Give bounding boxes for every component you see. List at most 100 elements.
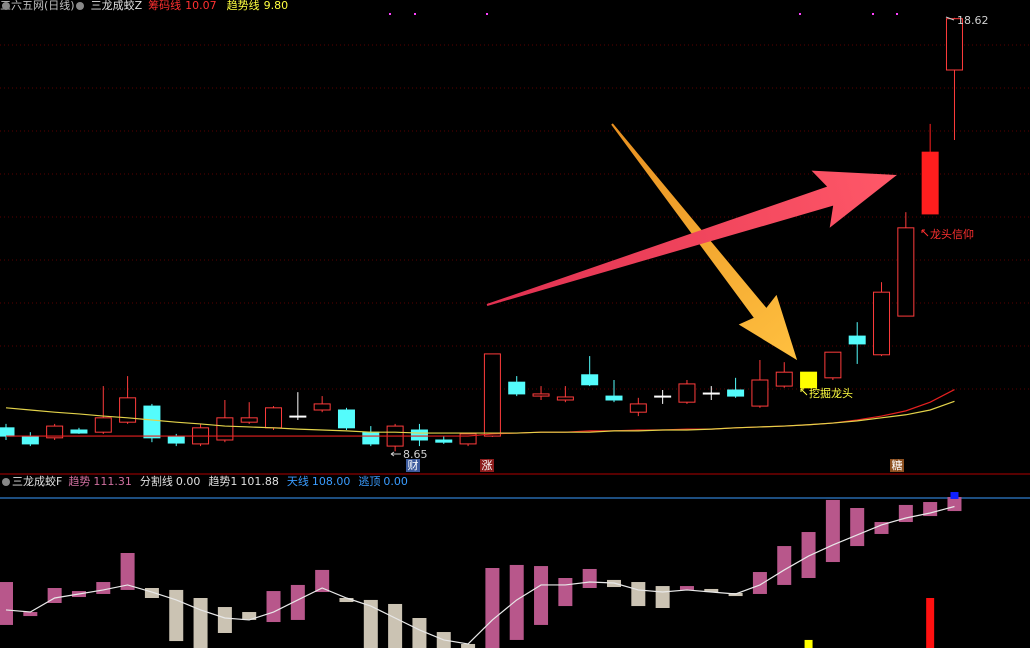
candle-body [775, 371, 793, 387]
candle-body [800, 371, 818, 389]
candle-body [143, 405, 161, 439]
trend-bar [655, 586, 670, 608]
candle-body [824, 351, 842, 379]
event-marker: 财 [408, 458, 419, 472]
trend-bar [801, 532, 816, 578]
trend-bar [874, 522, 889, 534]
legend-value: 111.31 [93, 475, 132, 488]
candle-body [605, 395, 623, 401]
trend-bar [363, 599, 378, 648]
legend-name: 逃顶 [358, 475, 380, 488]
candle-body [313, 403, 331, 411]
trend-line [5, 505, 955, 645]
trend-bar [144, 588, 159, 598]
event-marker: 糖 [892, 458, 903, 472]
candle-body [167, 436, 185, 444]
candle-body [0, 427, 15, 437]
legend-name: 趋势线 [227, 0, 260, 12]
trend-bar [850, 508, 865, 547]
trend-bar [290, 584, 305, 620]
top-dots [389, 13, 898, 15]
candle-body [289, 415, 307, 418]
candle-body [654, 395, 672, 398]
event-markers: 财 涨 糖 [406, 458, 904, 472]
legend-value: 108.00 [312, 475, 351, 488]
candle-body [216, 417, 234, 441]
menu-icon[interactable] [76, 2, 84, 10]
candle-body [727, 389, 745, 397]
indicator-name: 三龙成蛟F [12, 474, 62, 488]
trend-bar [47, 588, 62, 603]
menu-icon[interactable] [2, 2, 10, 10]
low-label: 8.65 [403, 448, 428, 461]
trend-bar [534, 566, 549, 625]
trend-bar [266, 591, 281, 623]
candle-body [70, 429, 88, 434]
trend-bar [0, 582, 13, 625]
trend-bar [485, 568, 500, 648]
candle-body [362, 431, 380, 445]
annotation-arrow [390, 451, 401, 457]
trend-bar [631, 582, 646, 607]
candle-body [678, 383, 696, 403]
signal-bar [926, 598, 935, 648]
trend-bar [777, 546, 792, 585]
candle-body [410, 429, 428, 441]
candle-body [873, 291, 891, 356]
legend-name: 天线 [287, 474, 309, 488]
legend-value: 101.88 [240, 475, 279, 488]
event-marker: 涨 [482, 459, 493, 472]
menu-icon[interactable] [2, 478, 10, 486]
legend-value: 0.00 [176, 475, 201, 488]
candle-body [921, 151, 939, 215]
indicator-name: 三龙成蛟Z [91, 0, 143, 12]
trend-bar [23, 612, 38, 617]
trend-bar [339, 598, 354, 603]
candle-body [337, 409, 355, 429]
candle-body [94, 417, 112, 433]
ma-line [5, 400, 955, 434]
candle-body [435, 439, 453, 443]
legend-value: 10.07 [185, 0, 217, 12]
annotation-arrow [800, 388, 808, 396]
trend-bar [704, 588, 719, 593]
marker-box [890, 459, 904, 472]
candle-body [21, 435, 39, 445]
trend-bar [558, 578, 573, 607]
trend-bar [412, 618, 427, 648]
legend-name: 分割线 [140, 474, 173, 488]
trend-bar [582, 568, 597, 588]
candle-body [897, 227, 915, 317]
candle-body [702, 392, 720, 395]
red-arrow [486, 170, 897, 306]
trend-bar [825, 499, 840, 563]
signal-bar [804, 639, 813, 648]
candle-body [119, 397, 137, 423]
annotation-arrow [945, 16, 955, 21]
trend-bar [120, 553, 135, 590]
trend-bar [679, 586, 694, 590]
signal-bar [950, 492, 959, 499]
candle-body [581, 374, 599, 386]
trend-bar [96, 582, 111, 594]
trend-bar [388, 603, 403, 648]
marker-box [406, 459, 420, 472]
legend-value: 9.80 [264, 0, 289, 12]
trend-bar [947, 497, 962, 512]
candle-body [459, 433, 477, 445]
signal-label: 龙头信仰 [930, 227, 974, 241]
candle-body [945, 18, 963, 71]
legend-value: 0.00 [383, 475, 408, 488]
trend-bar [217, 607, 232, 633]
annotation-arrow [921, 229, 929, 237]
signal-label: 挖掘龙头 [809, 386, 853, 400]
trend-bar [193, 598, 208, 648]
candle-body [483, 353, 501, 437]
marker-box [480, 459, 494, 472]
trend-bar [752, 572, 767, 594]
candle-body [751, 379, 769, 407]
candle-body [532, 393, 550, 397]
candle-body [265, 407, 283, 429]
